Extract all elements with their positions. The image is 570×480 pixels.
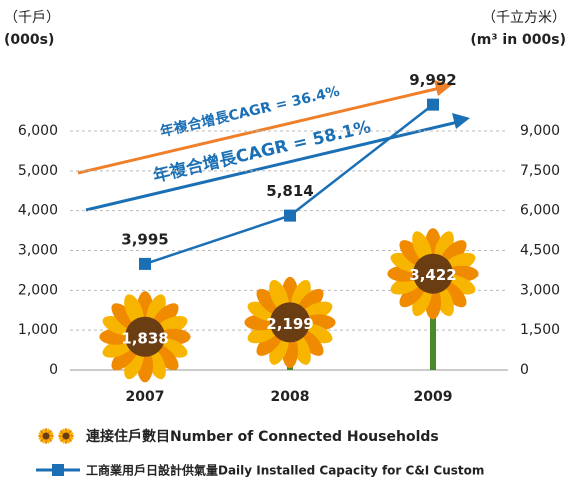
sunflower-bar [387, 228, 479, 370]
data-label: 3,995 [121, 230, 168, 248]
y-tick-label: 1,000 [18, 322, 58, 338]
y-tick-label: 2,000 [18, 282, 58, 298]
arrow-head [452, 113, 470, 129]
data-label: 3,422 [409, 266, 456, 284]
y2-tick-label: 6,000 [520, 203, 560, 219]
y-tick-label: 5,000 [18, 163, 58, 179]
sunflower-bar [244, 276, 336, 370]
legend-label: 工商業用戶日設計供氣量Daily Installed Capacity for … [86, 463, 484, 478]
marker [139, 257, 151, 270]
y-tick-label: 4,000 [18, 203, 58, 219]
y2-tick-label: 3,000 [520, 282, 560, 298]
marker [427, 98, 439, 111]
flower-center [42, 432, 50, 440]
y2-tick-label: 9,000 [520, 123, 560, 139]
flower-center [125, 316, 165, 357]
arrow-head [434, 80, 452, 96]
y2-axis-label: (m³ in 000s) [470, 32, 566, 48]
y2-tick-label: 0 [520, 362, 529, 378]
y2-axis-label: （千立方米） [482, 10, 566, 26]
y2-tick-label: 1,500 [520, 322, 560, 338]
sunflower-bar [99, 291, 191, 383]
stem [430, 273, 436, 370]
x-tick-label: 2007 [126, 389, 165, 405]
marker [284, 209, 296, 222]
x-tick-label: 2008 [271, 389, 310, 405]
data-label: 9,992 [409, 71, 456, 89]
data-label: 5,814 [266, 182, 313, 200]
y-axis-label: (000s) [4, 32, 54, 48]
flower-center [270, 302, 310, 343]
flower-center [413, 253, 453, 294]
legend-icon [52, 464, 64, 476]
data-label: 2,199 [266, 315, 313, 333]
y2-tick-label: 7,500 [520, 163, 560, 179]
data-label: 1,838 [121, 329, 168, 347]
y2-tick-label: 4,500 [520, 243, 560, 259]
y-axis-label: （千戶） [4, 10, 60, 26]
y-tick-label: 3,000 [18, 243, 58, 259]
y-tick-label: 6,000 [18, 123, 58, 139]
legend-icon [38, 428, 74, 444]
flower-center [62, 432, 70, 440]
arrow [85, 120, 459, 212]
y-tick-label: 0 [49, 362, 58, 378]
x-tick-label: 2009 [414, 389, 453, 405]
legend-label: 連接住戶數目Number of Connected Households [86, 428, 439, 445]
